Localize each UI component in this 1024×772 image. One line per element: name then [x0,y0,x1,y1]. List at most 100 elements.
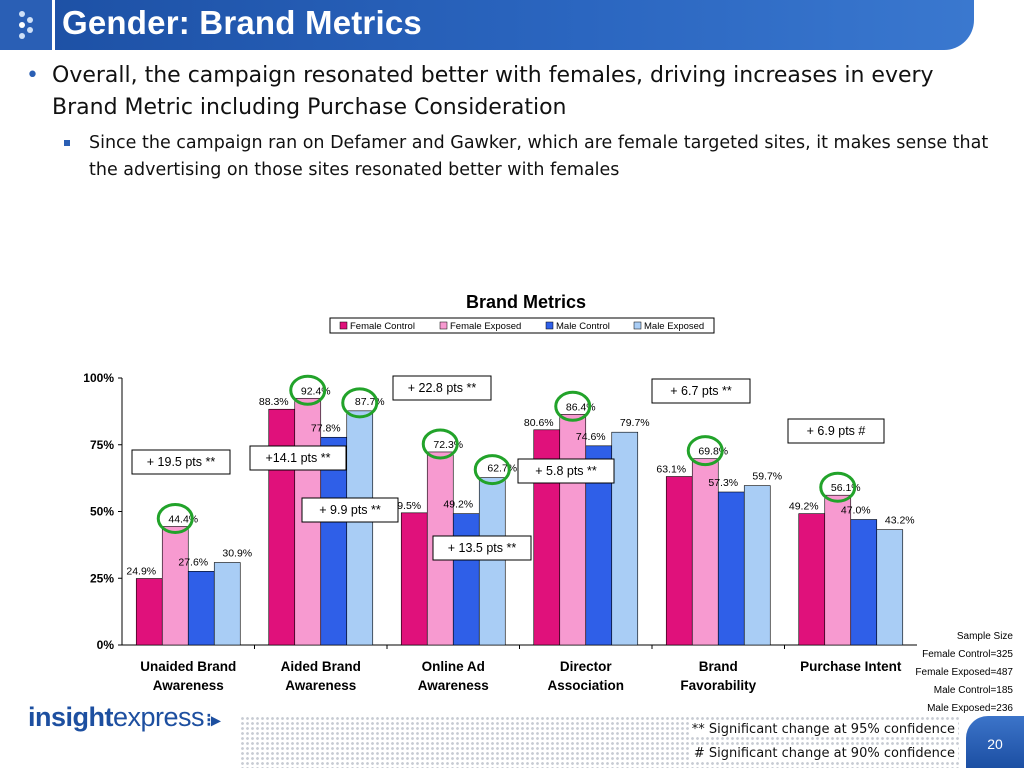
category-label: Brand [699,659,738,674]
bar [135,578,163,646]
legend-swatch [339,321,348,330]
chart-legend: Female Control Female Exposed Male Control… [329,317,715,334]
category-label: Awareness [153,678,224,693]
page-title: Gender: Brand Metrics [62,4,422,41]
value-label: 88.3% [259,396,289,408]
value-label: 47.0% [841,505,871,517]
annotation-text: + 6.9 pts # [807,424,866,438]
chart-category-labels: Unaided Brand Awareness Aided Brand Awarene… [140,659,902,693]
value-label: 49.5% [391,500,421,512]
chart-title: Brand Metrics [466,292,586,312]
legend-swatch [633,321,642,330]
annotation-box [432,535,532,561]
highlight-circle [421,428,459,460]
category-label: Unaided Brand [140,659,236,674]
bullet-square-icon [64,140,70,146]
highlight-circle [341,387,379,419]
annotation-box [392,375,492,401]
annotation-text: +14.1 pts ** [266,451,331,465]
bar [850,519,878,646]
value-label: 80.6% [524,417,554,429]
bar [665,476,693,646]
value-label: 77.8% [311,422,341,434]
bar [161,526,189,646]
chart-axes: 0% 25% 50% 75% 100% [83,371,917,652]
legend-label: Male Control [556,321,610,332]
category-label: Awareness [285,678,356,693]
category-label: Director [560,659,613,674]
annotation-box [787,418,885,444]
highlight-circle [156,502,194,534]
bar [452,513,480,646]
annotation-box [131,449,231,475]
bar [717,491,745,646]
y-tick-label: 100% [83,371,114,385]
annotation-box [301,497,399,523]
bar [798,513,826,646]
bar [743,485,771,646]
category-label: Purchase Intent [800,659,902,674]
value-label: 79.7% [620,417,650,429]
chart-highlight-circles [156,374,857,534]
highlight-circle [554,390,592,422]
highlight-circle [686,435,724,467]
bar [268,408,296,646]
highlight-circle [473,454,511,486]
value-label: 62.7% [487,463,517,475]
bar [187,571,215,646]
annotation-box [651,378,751,404]
value-label: 59.7% [752,471,782,483]
annotation-text: + 6.7 pts ** [670,384,732,398]
insightexpress-logo: insightexpress ⁝▸ [28,702,220,732]
annotation-box [249,445,347,471]
bar [320,436,348,646]
bar [478,477,506,646]
value-label: 24.9% [126,566,156,578]
legend-label: Female Exposed [450,321,521,332]
menu-dots-icon [0,0,55,50]
value-label: 27.6% [178,556,208,568]
y-tick-label: 25% [90,571,114,585]
bullet-main-text: Overall, the campaign resonated better w… [52,63,934,120]
annotation-box [517,458,615,484]
bar [824,494,852,646]
value-label: 49.2% [443,499,473,511]
logo-arrow-icon: ⁝▸ [206,710,220,730]
annotation-text: + 19.5 pts ** [147,455,216,469]
legend-swatch [545,321,554,330]
footnote-95: ** Significant change at 95% confidence [688,722,958,737]
bar [346,410,374,646]
value-label: 49.2% [789,501,819,513]
value-label: 74.6% [576,431,606,443]
legend-label: Female Control [350,321,415,332]
value-label: 63.1% [656,464,686,476]
annotation-text: + 5.8 pts ** [535,464,597,478]
bullet-dot-icon: • [26,63,39,88]
chart-annotations: + 19.5 pts ** +14.1 pts ** + 9.9 pts ** + 2… [131,375,885,561]
bar [213,562,241,646]
value-label: 57.3% [708,477,738,489]
category-label: Aided Brand [281,659,361,674]
category-label: Online Ad [422,659,485,674]
y-tick-label: 0% [97,638,115,652]
annotation-text: + 13.5 pts ** [448,541,517,555]
legend-swatch [439,321,448,330]
bar [876,529,904,646]
page-number: 20 [966,716,1024,768]
category-label: Favorability [680,678,756,693]
title-bar: Gender: Brand Metrics [0,0,974,50]
bullet-sub: Since the campaign ran on Defamer and Ga… [64,130,994,184]
legend-box [329,317,715,334]
highlight-circle [289,374,327,406]
bar [559,414,587,646]
annotation-text: + 22.8 pts ** [408,381,477,395]
bar [611,431,639,646]
bullet-sub-text: Since the campaign ran on Defamer and Ga… [89,133,989,180]
bar [400,512,428,646]
bullet-main: • Overall, the campaign resonated better… [26,60,986,124]
value-label: 30.9% [222,547,252,559]
highlight-circle [819,471,857,503]
y-tick-label: 50% [90,505,114,519]
category-label: Awareness [418,678,489,693]
